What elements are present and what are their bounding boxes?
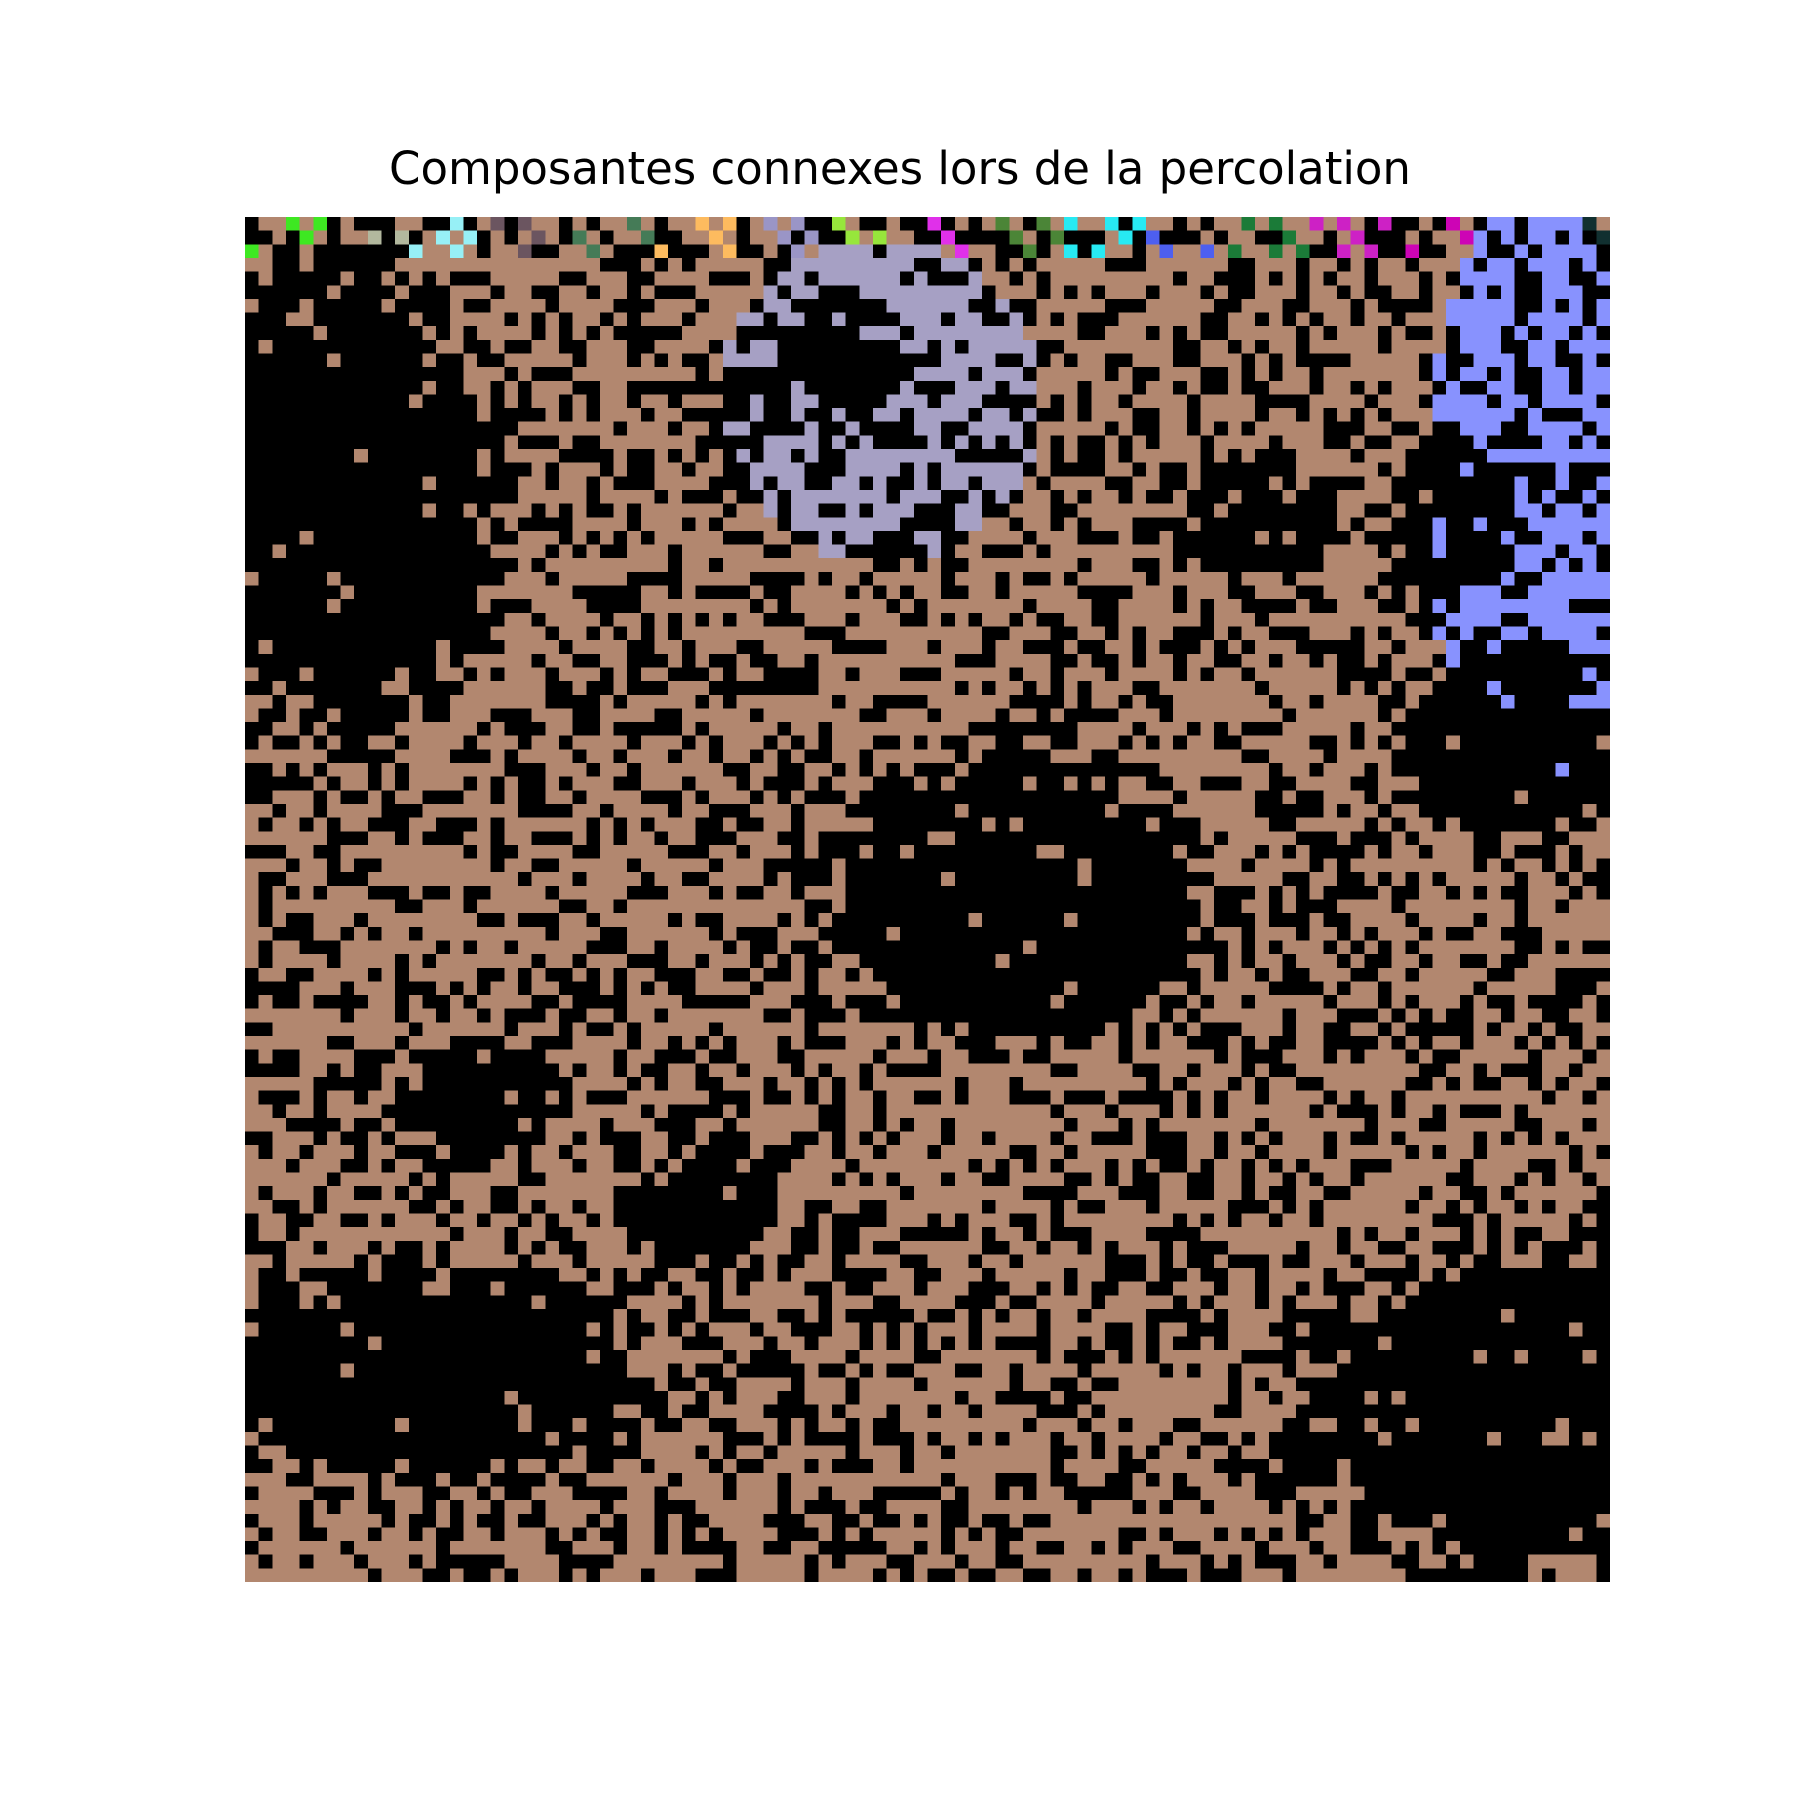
plot-title: Composantes connexes lors de la percolat… xyxy=(389,142,1411,195)
percolation-grid xyxy=(245,217,1610,1582)
